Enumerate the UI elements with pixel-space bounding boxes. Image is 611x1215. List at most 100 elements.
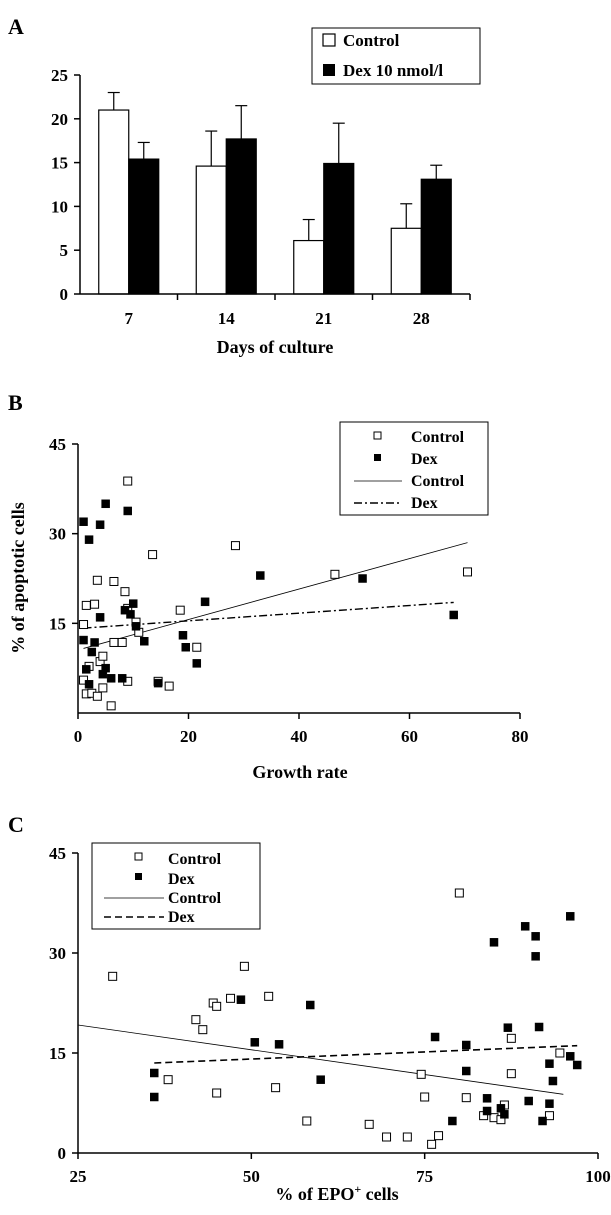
chart-c-y-tick-label: 0	[58, 1144, 67, 1163]
chart-a-legend-dex-swatch	[323, 64, 335, 76]
chart-b-point-control	[79, 620, 89, 630]
chart-c-point-dex	[524, 1096, 533, 1106]
chart-b-point-dex	[123, 506, 132, 516]
chart-a-legend-box	[311, 27, 481, 85]
chart-a-bar-dex	[128, 158, 160, 295]
chart-b-point-dex	[256, 571, 265, 580]
chart-a-bar-control	[390, 227, 422, 295]
chart-c-point-dex	[531, 932, 540, 941]
chart-b-point-control	[148, 550, 158, 560]
chart-c-fit-lines	[77, 1024, 578, 1095]
chart-b-point-control	[230, 541, 240, 551]
chart-c-point-control	[108, 971, 118, 981]
chart-c-point-control	[239, 961, 249, 971]
chart-c-y-tick-label: 15	[49, 1044, 66, 1063]
chart-c-point-dex	[306, 1000, 315, 1010]
chart-c-point-control	[212, 1088, 222, 1098]
chart-c-point-control	[506, 1033, 516, 1043]
chart-a-bar-dex	[420, 178, 452, 295]
chart-c-point-control	[264, 991, 274, 1001]
chart-b-y-ticks: 15 30 45	[49, 435, 78, 633]
chart-b-y-tick-label: 15	[49, 614, 66, 633]
chart-b-point-dex	[192, 659, 202, 668]
chart-c-point-dex	[531, 952, 540, 961]
chart-b-point-control	[330, 569, 340, 579]
chart-b-legend-box	[339, 421, 489, 516]
chart-b-point-control	[92, 691, 102, 701]
chart-c-fit-dex-dashed	[154, 1044, 578, 1064]
chart-b-fit-dex-dash-dot	[83, 601, 454, 629]
chart-b-point-control	[175, 605, 185, 615]
chart-c-x-tick-label: 25	[70, 1167, 87, 1186]
chart-b-point-dex	[131, 622, 141, 631]
chart-c-x-tick-label: 100	[585, 1167, 611, 1186]
chart-c-point-dex	[274, 1040, 284, 1049]
chart-c-point-dex	[534, 1022, 544, 1032]
chart-b-point-dex	[200, 597, 210, 607]
chart-b-legend-dex-marker	[374, 454, 381, 461]
chart-a-legend: Control Dex 10 nmol/l	[311, 27, 481, 85]
chart-b-points	[79, 476, 473, 711]
chart-c-point-dex	[316, 1075, 325, 1084]
chart-a-y-tick-label: 25	[51, 66, 68, 85]
chart-b-point-dex	[90, 638, 99, 647]
chart-c-legend-control-fit: Control	[168, 890, 222, 907]
chart-b-point-dex	[84, 680, 94, 689]
chart-c-point-control	[191, 1015, 201, 1025]
chart-a-bar-dex	[225, 138, 257, 295]
chart-b-point-dex	[101, 663, 110, 673]
chart-b-point-dex	[358, 574, 367, 583]
chart-c-x-ticks: 25 50 75 100	[70, 1153, 611, 1186]
chart-a-bar-dex	[323, 162, 355, 295]
chart-b-point-control	[81, 600, 91, 610]
chart-b-legend-dex-fit: Dex	[411, 495, 438, 512]
chart-b-point-control	[123, 476, 133, 486]
chart-a-bar-control	[293, 239, 325, 295]
chart-b-point-control	[92, 575, 102, 585]
chart-c-point-dex	[572, 1060, 582, 1070]
chart-c-point-dex	[482, 1106, 492, 1116]
chart-b-point-control	[98, 683, 108, 693]
chart-c-point-dex	[462, 1066, 471, 1076]
chart-b-fit-control-solid	[83, 542, 468, 649]
chart-a-y-tick-label: 10	[51, 197, 68, 216]
chart-b-point-dex	[84, 535, 94, 544]
chart-a-x-tick-label: 14	[218, 309, 236, 328]
chart-c-legend-control-points: Control	[168, 851, 222, 868]
chart-c-legend-dex-marker	[135, 873, 142, 880]
chart-a-bars	[98, 91, 452, 295]
chart-c-point-control	[416, 1069, 426, 1079]
chart-b-point-control	[117, 637, 127, 647]
chart-c-point-control	[420, 1092, 430, 1102]
chart-c-point-dex	[150, 1068, 159, 1078]
chart-b-point-dex	[101, 499, 110, 509]
chart-a-bar-control	[195, 165, 227, 295]
chart-c-point-dex	[545, 1059, 554, 1068]
chart-b-point-dex	[178, 631, 188, 640]
chart-c-legend: Control Dex Control Dex	[91, 842, 261, 930]
chart-c-y-ticks: 0 15 30 45	[49, 844, 78, 1163]
chart-b-point-dex	[95, 520, 105, 529]
chart-c-x-label-suffix: cells	[361, 1184, 399, 1204]
chart-b-x-tick-label: 60	[401, 727, 418, 746]
chart-c-point-control	[506, 1069, 516, 1079]
chart-a-x-tick-label: 28	[413, 309, 430, 328]
chart-c-point-control	[402, 1132, 412, 1142]
chart-b-point-dex	[449, 610, 458, 620]
chart-c-legend-control-marker	[134, 852, 143, 861]
chart-a-y-tick-label: 20	[51, 110, 68, 129]
chart-c-point-control	[271, 1083, 281, 1093]
chart-c-legend-dex-fit: Dex	[168, 909, 195, 926]
chart-c-point-dex	[489, 938, 499, 947]
chart-c-point-control	[461, 1093, 471, 1103]
chart-b-point-dex	[79, 517, 88, 526]
chart-b-point-dex	[153, 678, 163, 688]
chart-b-point-dex	[106, 674, 116, 683]
chart-c-point-control	[555, 1048, 565, 1058]
chart-b-fit-lines	[83, 542, 468, 649]
chart-c-point-dex	[236, 995, 246, 1004]
chart-c-point-dex	[500, 1110, 509, 1119]
chart-b-legend-control-points: Control	[411, 429, 465, 446]
chart-c-y-tick-label: 30	[49, 944, 66, 963]
